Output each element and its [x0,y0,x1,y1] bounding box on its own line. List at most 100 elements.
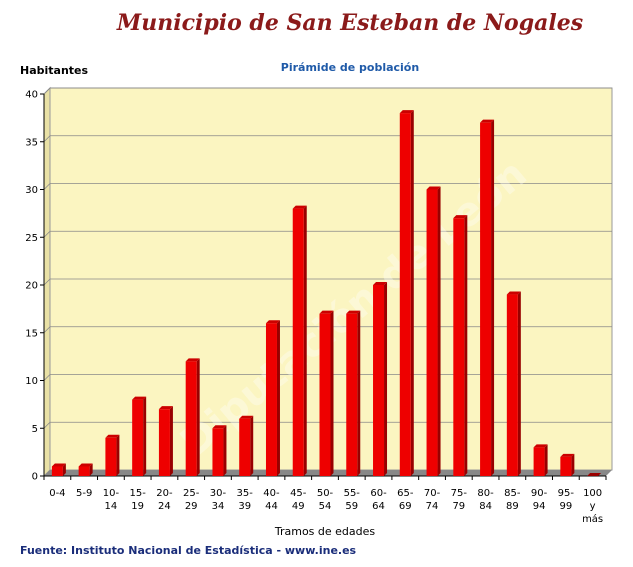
chart-main-title: Municipio de San Esteban de Nogales [116,10,584,36]
bar-side [357,310,361,476]
bar [480,122,492,477]
bar [158,409,170,476]
x-tick-label: 60-64 [370,488,387,512]
bar-top [533,444,548,448]
bar [78,466,90,476]
bar-top [346,310,361,314]
bar [185,361,197,476]
gridline-depth [43,326,51,334]
x-tick-label: 100 y más [582,488,603,525]
bar-top [132,396,147,400]
bar-side [276,320,280,476]
y-tick-label: 25 [25,233,38,244]
y-tick-label: 40 [25,90,38,101]
x-tick-label: 15-19 [129,488,146,512]
bar-top [105,434,120,438]
x-tick-label: 40-44 [263,488,280,512]
bar-top [373,282,388,285]
x-tick-label: 90-94 [531,488,548,512]
bar-top [426,186,441,190]
x-tick-label: 35-39 [237,488,254,512]
source-note: Fuente: Instituto Nacional de Estadístic… [20,544,357,557]
bar-side [384,282,388,476]
bar [212,428,224,476]
bar [51,466,63,476]
x-tick-label: 50-54 [317,488,334,512]
y-tick-label: 35 [25,137,38,148]
x-tick-label: 65-69 [397,488,414,512]
bar [399,113,411,476]
gridline-depth [43,230,51,238]
bar [506,294,518,476]
x-axis-label: Tramos de edades [274,525,376,538]
x-tick-label: 55-59 [344,488,361,512]
bar-side [196,358,200,476]
x-tick-label: 85-89 [504,488,521,512]
gridline-depth [43,87,51,95]
bar-top [265,320,280,324]
bar-side [544,444,548,476]
gridline-depth [43,278,51,286]
bar [426,189,438,476]
bar [292,208,304,476]
bar-side [223,425,227,476]
y-tick-label: 0 [32,472,38,483]
bar-side [250,415,254,476]
bar-top [292,205,307,209]
y-tick-label: 5 [32,424,38,435]
y-tick-label: 15 [25,328,38,339]
x-tick-label: 80-84 [477,488,494,512]
bar-top [239,415,254,419]
x-tick-label: 70-74 [424,488,441,512]
bar-top [185,358,200,362]
y-tick-label: 10 [25,376,38,387]
gridline-depth [43,421,51,429]
gridline-depth [43,183,51,190]
x-tick-label: 30-34 [210,488,227,512]
y-axis-label: Habitantes [20,64,89,77]
bar-side [143,396,147,476]
bar [265,323,277,476]
bar [533,447,545,476]
y-tick-label: 20 [25,281,38,292]
bar [132,399,144,476]
x-tick-label: 25-29 [183,488,200,512]
bar-side [491,119,495,477]
gridline-depth [43,135,51,143]
bar-side [464,215,468,476]
gridline-depth [43,374,51,381]
bar-side [303,205,307,476]
bar [373,285,385,476]
bar-top [78,463,93,467]
bar-top [506,291,521,295]
bar-top [51,463,66,467]
bar-top [399,110,414,114]
bar [587,473,602,476]
x-tick-label: 75-79 [451,488,468,512]
bar-top [453,215,468,219]
bar-side [116,434,120,476]
x-tick-label: 10-14 [103,488,120,512]
bar-side [571,453,575,476]
bar [560,456,572,476]
x-tick-label: 0-4 [49,488,65,499]
bar [346,313,358,476]
bar-side [89,463,93,476]
x-tick-label: 5-9 [76,488,92,499]
bar-side [410,110,414,476]
y-tick-label: 30 [25,185,38,196]
chart-title: Pirámide de población [280,61,420,74]
bar [239,418,251,476]
bar-top [480,119,495,123]
bar-side [330,310,334,476]
bar [453,218,465,476]
x-tick-label: 45-49 [290,488,307,512]
x-tick-label: 20-24 [156,488,173,512]
bar-top [319,310,334,314]
bar-top [212,425,227,429]
bar-side [517,291,521,476]
bar-side [437,186,441,476]
bar [319,313,331,476]
bar-side [169,406,173,476]
